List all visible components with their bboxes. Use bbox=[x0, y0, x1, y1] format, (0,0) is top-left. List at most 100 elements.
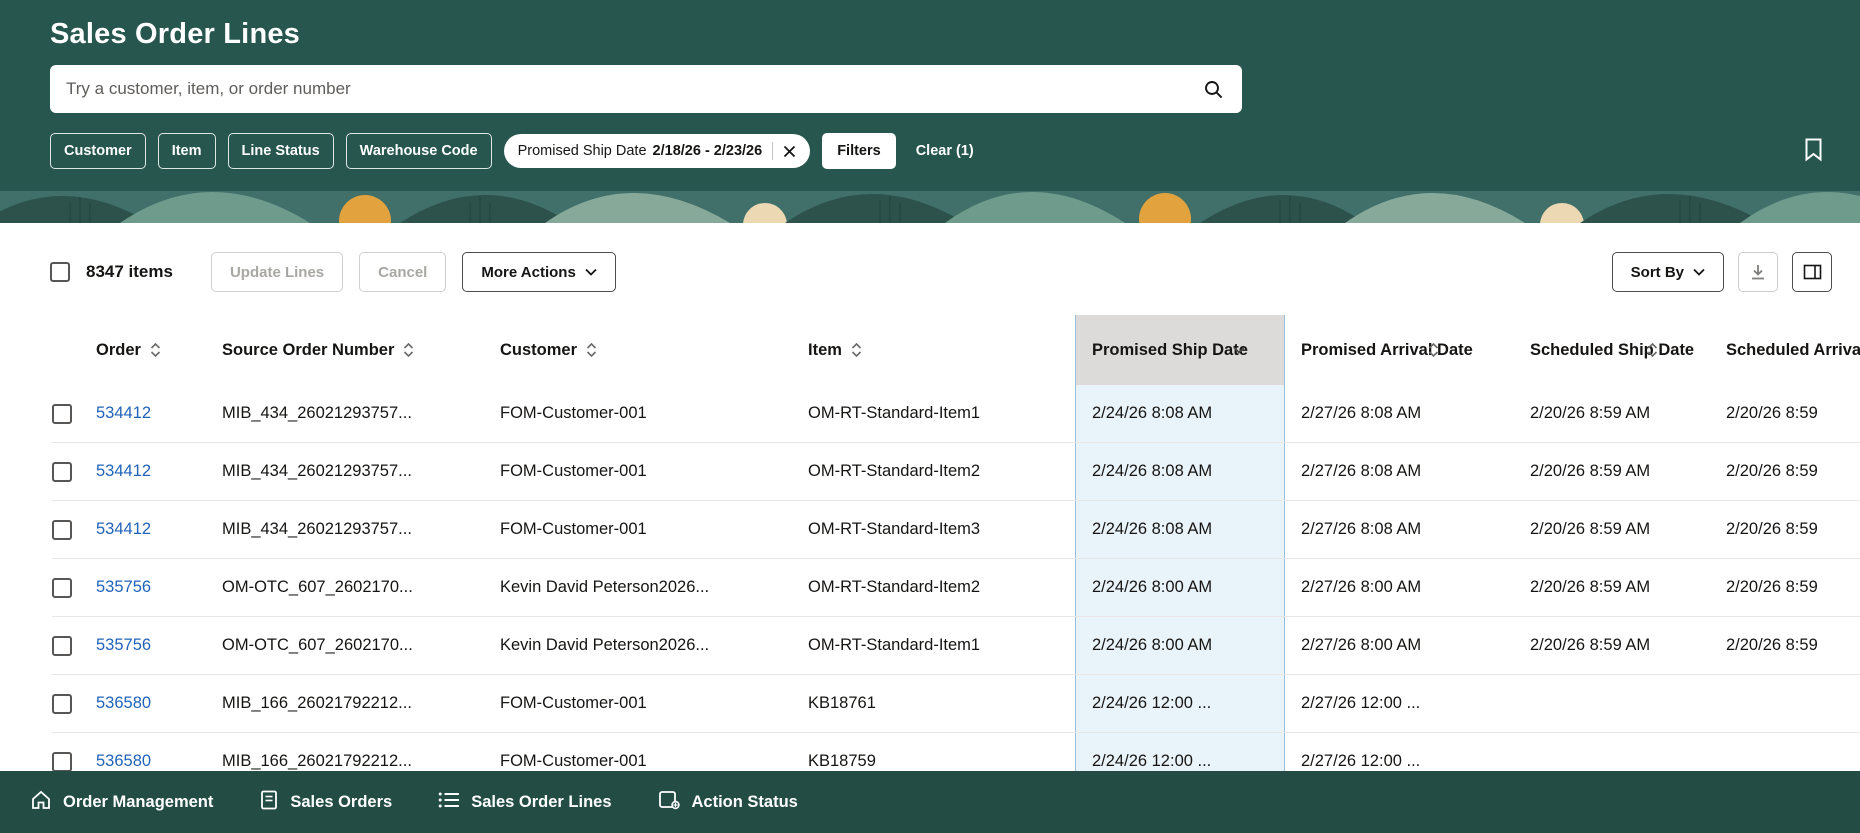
cancel-button[interactable]: Cancel bbox=[359, 252, 447, 292]
table-row[interactable]: 534412 MIB_434_26021293757... FOM-Custom… bbox=[52, 385, 1860, 443]
order-link[interactable]: 534412 bbox=[96, 462, 152, 480]
table-row[interactable]: 536580 MIB_166_26021792212... FOM-Custom… bbox=[52, 675, 1860, 733]
table-row[interactable]: 535756 OM-OTC_607_2602170... Kevin David… bbox=[52, 559, 1860, 617]
cell-item: OM-RT-Standard-Item1 bbox=[808, 404, 981, 422]
cell-promised-arrival-date: 2/27/26 12:00 ... bbox=[1301, 752, 1421, 770]
decorative-banner bbox=[0, 191, 1860, 223]
cell-customer: Kevin David Peterson2026... bbox=[500, 578, 710, 596]
row-checkbox[interactable] bbox=[52, 693, 72, 714]
order-link[interactable]: 535756 bbox=[96, 578, 152, 596]
cell-customer: FOM-Customer-001 bbox=[500, 520, 647, 538]
row-checkbox[interactable] bbox=[52, 519, 72, 540]
sort-by-button[interactable]: Sort By bbox=[1611, 252, 1724, 292]
chevron-down-icon bbox=[1693, 268, 1705, 276]
nav-item-order-management[interactable]: Order Management bbox=[30, 789, 213, 816]
more-actions-button[interactable]: More Actions bbox=[462, 252, 616, 292]
bookmark-icon[interactable] bbox=[1803, 137, 1824, 162]
header-cell-scheduled-arrival-date[interactable]: Scheduled Arrival Date bbox=[1710, 315, 1860, 385]
cell-scheduled-arrival-date: 2/20/26 8:59 bbox=[1726, 462, 1818, 480]
toolbar-right-group: Sort By bbox=[1611, 252, 1832, 292]
order-link[interactable]: 536580 bbox=[96, 694, 152, 712]
header-cell-checkbox bbox=[52, 315, 96, 385]
header-cell-item[interactable]: Item bbox=[808, 315, 1075, 385]
clear-filters-button[interactable]: Clear (1) bbox=[915, 143, 974, 159]
app-header: Sales Order Lines Customer Item Line Sta… bbox=[0, 0, 1860, 191]
close-icon[interactable] bbox=[783, 145, 796, 158]
download-button[interactable] bbox=[1738, 252, 1778, 292]
cell-source-order-number: OM-OTC_607_2602170... bbox=[222, 636, 413, 654]
search-icon[interactable] bbox=[1203, 79, 1224, 100]
cell-scheduled-arrival-date: 2/20/26 8:59 bbox=[1726, 404, 1818, 422]
table-row[interactable]: 534412 MIB_434_26021293757... FOM-Custom… bbox=[52, 501, 1860, 559]
header-cell-promised-arrival-date[interactable]: Promised Arrival Date bbox=[1285, 315, 1514, 385]
download-icon bbox=[1752, 265, 1764, 280]
cell-scheduled-ship-date: 2/20/26 8:59 AM bbox=[1530, 404, 1651, 422]
filter-chip-warehouse-code[interactable]: Warehouse Code bbox=[345, 133, 492, 169]
filters-button[interactable]: Filters bbox=[822, 133, 896, 169]
nav-item-action-status[interactable]: Action Status bbox=[658, 789, 798, 816]
cell-promised-ship-date: 2/24/26 8:08 AM bbox=[1075, 501, 1285, 558]
table-header-row: Order Source Order Number Customer Item bbox=[52, 315, 1860, 385]
sort-icon[interactable] bbox=[150, 342, 161, 358]
cell-promised-arrival-date: 2/27/26 12:00 ... bbox=[1301, 694, 1421, 712]
update-lines-button[interactable]: Update Lines bbox=[210, 252, 344, 292]
chevron-down-icon[interactable] bbox=[1233, 346, 1245, 354]
filter-chip-customer[interactable]: Customer bbox=[50, 133, 146, 169]
select-all-checkbox[interactable] bbox=[50, 262, 70, 282]
column-label-item: Item bbox=[808, 340, 842, 359]
search-input[interactable] bbox=[66, 79, 1203, 99]
cell-scheduled-ship-date: 2/20/26 8:59 AM bbox=[1530, 578, 1651, 596]
row-checkbox[interactable] bbox=[52, 751, 72, 772]
nav-item-sales-orders[interactable]: Sales Orders bbox=[259, 789, 392, 816]
order-link[interactable]: 535756 bbox=[96, 636, 152, 654]
column-label-source-order-number: Source Order Number bbox=[222, 340, 395, 359]
header-cell-order[interactable]: Order bbox=[96, 315, 222, 385]
cell-source-order-number: MIB_434_26021293757... bbox=[222, 404, 412, 422]
nav-label: Sales Order Lines bbox=[471, 792, 612, 811]
filter-chip-item[interactable]: Item bbox=[157, 133, 216, 169]
column-label-promised-ship-date: Promised Ship Date bbox=[1092, 340, 1248, 359]
sort-by-label: Sort By bbox=[1630, 263, 1684, 281]
row-checkbox[interactable] bbox=[52, 461, 72, 482]
cell-item: KB18759 bbox=[808, 752, 876, 770]
cell-item: KB18761 bbox=[808, 694, 876, 712]
row-checkbox[interactable] bbox=[52, 403, 72, 424]
cell-promised-ship-date: 2/24/26 8:08 AM bbox=[1075, 443, 1285, 500]
sort-icon[interactable] bbox=[403, 342, 414, 358]
cell-promised-ship-date: 2/24/26 8:00 AM bbox=[1075, 559, 1285, 616]
order-link[interactable]: 534412 bbox=[96, 520, 152, 538]
row-checkbox[interactable] bbox=[52, 635, 72, 656]
applied-filter-chip[interactable]: Promised Ship Date 2/18/26 - 2/23/26 bbox=[503, 134, 811, 168]
table-row[interactable]: 535756 OM-OTC_607_2602170... Kevin David… bbox=[52, 617, 1860, 675]
cell-item: OM-RT-Standard-Item2 bbox=[808, 462, 981, 480]
chevron-down-icon bbox=[585, 268, 597, 276]
cell-scheduled-ship-date: 2/20/26 8:59 AM bbox=[1530, 636, 1651, 654]
cell-promised-ship-date: 2/24/26 12:00 ... bbox=[1075, 675, 1285, 732]
action-status-icon bbox=[658, 789, 681, 816]
columns-layout-icon bbox=[1803, 264, 1821, 280]
sort-icon[interactable] bbox=[586, 342, 597, 358]
table-toolbar: 8347 items Update Lines Cancel More Acti… bbox=[0, 251, 1860, 293]
header-cell-customer[interactable]: Customer bbox=[500, 315, 808, 385]
cancel-label: Cancel bbox=[378, 263, 428, 281]
sort-icon[interactable] bbox=[1647, 342, 1658, 358]
row-checkbox[interactable] bbox=[52, 577, 72, 598]
header-cell-scheduled-ship-date[interactable]: Scheduled Ship Date bbox=[1514, 315, 1710, 385]
cell-scheduled-arrival-date: 2/20/26 8:59 bbox=[1726, 578, 1818, 596]
layout-columns-button[interactable] bbox=[1792, 252, 1832, 292]
table-row[interactable]: 534412 MIB_434_26021293757... FOM-Custom… bbox=[52, 443, 1860, 501]
cell-promised-arrival-date: 2/27/26 8:08 AM bbox=[1301, 462, 1422, 480]
cell-customer: FOM-Customer-001 bbox=[500, 462, 647, 480]
cell-promised-ship-date: 2/24/26 8:08 AM bbox=[1075, 385, 1285, 442]
column-label-scheduled-ship-date: Scheduled Ship Date bbox=[1530, 340, 1695, 359]
sales-order-lines-table: Order Source Order Number Customer Item bbox=[0, 315, 1860, 791]
list-icon bbox=[438, 791, 460, 814]
sort-icon[interactable] bbox=[1428, 342, 1439, 358]
header-cell-promised-ship-date[interactable]: Promised Ship Date bbox=[1075, 315, 1285, 385]
filter-chip-line-status[interactable]: Line Status bbox=[227, 133, 334, 169]
nav-item-sales-order-lines[interactable]: Sales Order Lines bbox=[438, 791, 612, 814]
sort-icon[interactable] bbox=[851, 342, 862, 358]
header-cell-source-order-number[interactable]: Source Order Number bbox=[222, 315, 500, 385]
order-link[interactable]: 534412 bbox=[96, 404, 152, 422]
order-link[interactable]: 536580 bbox=[96, 752, 152, 770]
